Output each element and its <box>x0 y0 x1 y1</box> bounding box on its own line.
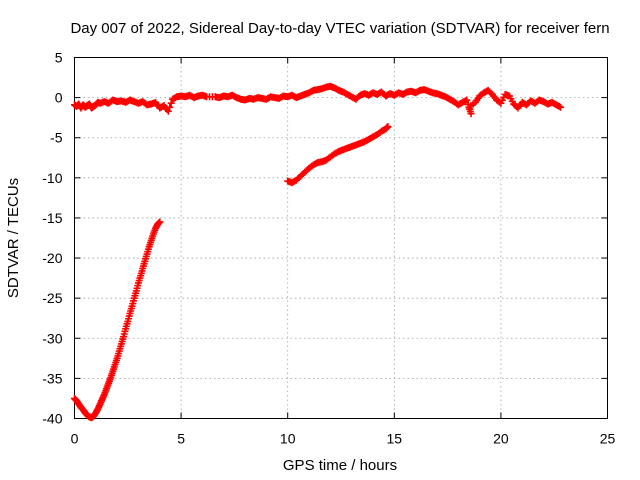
axis-ticks <box>74 57 608 419</box>
grid <box>74 57 608 419</box>
x-tick-label: 10 <box>280 431 296 447</box>
y-tick-label: -10 <box>42 170 62 186</box>
y-tick-label: 5 <box>55 50 63 66</box>
y-tick-label: -40 <box>42 411 62 427</box>
y-tick-label: 0 <box>55 90 63 106</box>
data-point <box>164 107 172 115</box>
x-tick-label: 0 <box>71 431 79 447</box>
series-rising-segment <box>284 122 392 187</box>
y-tick-label: -15 <box>42 210 62 226</box>
data-point <box>461 97 469 105</box>
x-tick-label: 20 <box>493 431 509 447</box>
x-tick-labels: 0 5 10 15 20 25 <box>71 431 616 447</box>
y-tick-labels: 5 0 -5 -10 -15 -20 -25 -30 -35 -40 <box>42 50 62 427</box>
x-axis-label: GPS time / hours <box>283 457 397 474</box>
data-point <box>156 218 164 226</box>
data-point <box>463 96 471 104</box>
data-point <box>384 122 392 130</box>
y-tick-label: -25 <box>42 290 62 306</box>
data-point <box>166 103 174 111</box>
y-tick-label: -20 <box>42 250 62 266</box>
data-point <box>555 102 563 110</box>
x-tick-label: 15 <box>387 431 403 447</box>
chart-title: Day 007 of 2022, Sidereal Day-to-day VTE… <box>70 20 609 37</box>
x-tick-label: 25 <box>600 431 616 447</box>
series-main <box>71 82 565 118</box>
y-tick-label: -30 <box>42 330 62 346</box>
x-tick-label: 5 <box>177 431 185 447</box>
data-marks <box>71 82 565 422</box>
data-point <box>167 99 175 107</box>
y-axis-label: SDTVAR / TECUs <box>5 178 22 298</box>
data-point <box>557 103 565 111</box>
plot-frame <box>74 57 608 419</box>
y-tick-label: -35 <box>42 370 62 386</box>
y-tick-label: -5 <box>50 130 63 146</box>
series-dip-recovery <box>71 218 164 422</box>
